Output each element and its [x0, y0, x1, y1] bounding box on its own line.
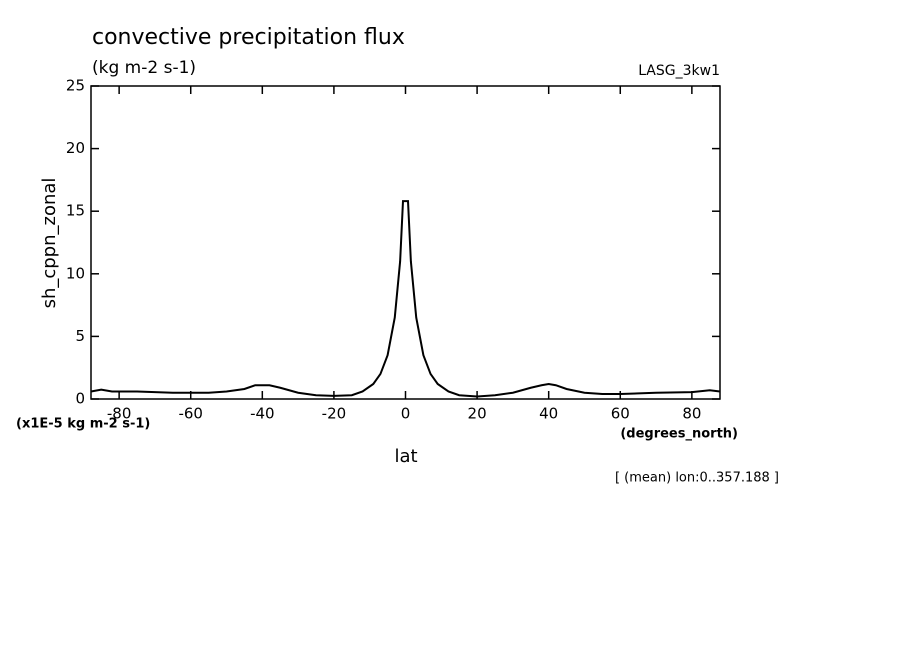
- x-tick-label: -40: [250, 405, 275, 423]
- y-tick-label: 15: [66, 202, 85, 220]
- x-tick-label: -20: [322, 405, 347, 423]
- x-axis-label: lat: [394, 446, 417, 467]
- note: [ (mean) lon:0..357.188 ]: [615, 471, 779, 486]
- data-line: [90, 200, 721, 398]
- y-tick-label: 25: [66, 77, 85, 95]
- chart-subtitle: (kg m-2 s-1): [92, 58, 196, 78]
- x-tick-label: -60: [178, 405, 203, 423]
- y-units: (x1E-5 kg m-2 s-1): [16, 417, 150, 432]
- x-tick-label: 60: [611, 405, 630, 423]
- x-tick-label: 20: [468, 405, 487, 423]
- x-units: (degrees_north): [620, 427, 738, 442]
- x-tick-label: -80: [107, 405, 132, 423]
- x-tick-label: 80: [682, 405, 701, 423]
- chart-title: convective precipitation flux: [92, 25, 405, 50]
- y-axis-label: sh_cppn_zonal: [39, 178, 60, 309]
- y-tick-label: 20: [66, 139, 85, 157]
- x-tick-label: 0: [401, 405, 411, 423]
- dataset-label: LASG_3kw1: [638, 63, 720, 79]
- y-tick-label: 5: [75, 327, 85, 345]
- y-tick-label: 0: [75, 390, 85, 408]
- x-tick-label: 40: [539, 405, 558, 423]
- y-tick-label: 10: [66, 264, 85, 282]
- plot-frame: [90, 85, 721, 400]
